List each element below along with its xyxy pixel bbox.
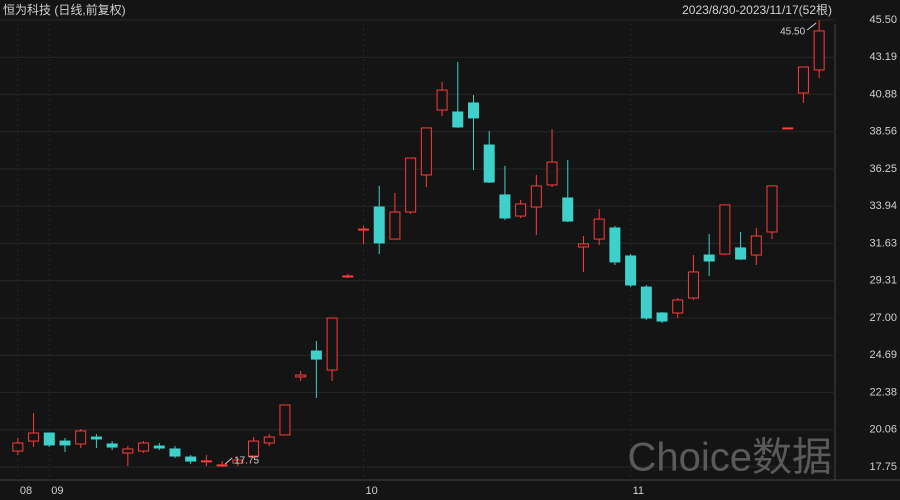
max-label: 45.50: [780, 27, 805, 38]
candle-body: [326, 317, 338, 371]
y-tick-label: 38.56: [869, 126, 897, 138]
y-tick-label: 31.63: [869, 237, 897, 249]
candle-body: [75, 430, 87, 445]
y-tick-label: 33.94: [869, 200, 897, 212]
y-tick-label: 45.50: [869, 14, 897, 26]
candle-body: [200, 460, 212, 463]
candle-body: [766, 185, 778, 233]
candle-body: [122, 448, 134, 454]
watermark: Choice数据: [627, 436, 832, 480]
candle-body: [279, 404, 291, 436]
candle-body: [467, 102, 479, 119]
candle-body: [389, 211, 401, 240]
candle-body: [735, 247, 747, 260]
candle-body: [782, 127, 794, 130]
y-tick-label: 40.88: [869, 88, 897, 100]
y-tick-label: 17.75: [869, 461, 897, 473]
candle-body: [138, 442, 150, 452]
candle-body: [310, 350, 322, 360]
candle-body: [232, 459, 244, 464]
marker-arrow: [806, 22, 817, 31]
candle-body: [169, 448, 181, 457]
candle-body: [436, 89, 448, 111]
candle-body: [90, 436, 102, 440]
candle-body: [530, 185, 542, 208]
candle-body: [373, 206, 385, 244]
marker-arrow: [224, 457, 233, 465]
x-tick-label: 09: [51, 485, 63, 497]
candle-body: [750, 235, 762, 256]
y-tick-label: 20.06: [869, 424, 897, 436]
candle-body: [687, 271, 699, 299]
x-tick-label: 10: [366, 485, 378, 497]
y-tick-label: 36.25: [869, 163, 897, 175]
candle-body: [577, 243, 589, 248]
candle-body: [593, 218, 605, 240]
candle-body: [263, 436, 275, 444]
x-tick-label: 11: [633, 485, 644, 497]
candle-body: [248, 440, 260, 457]
candle-body: [28, 432, 40, 442]
candle-body: [185, 456, 197, 462]
chart-title: 恒为科技 (日线,前复权): [3, 2, 126, 17]
candle-body: [797, 66, 809, 94]
candle-body: [546, 161, 558, 186]
candle-body: [625, 255, 637, 286]
candle-body: [483, 144, 495, 183]
candle-body: [342, 275, 354, 278]
x-tick-label: 08: [20, 485, 32, 497]
candle-body: [59, 440, 71, 446]
y-tick-label: 27.00: [869, 312, 897, 324]
candle-body: [703, 254, 715, 262]
candle-body: [672, 299, 684, 314]
range-label: 2023/8/30-2023/11/17(52根): [682, 3, 832, 17]
y-tick-label: 22.38: [869, 386, 897, 398]
candle-body: [405, 157, 417, 213]
candle-body: [358, 228, 370, 231]
candle-body: [216, 464, 228, 467]
candle-body: [813, 30, 825, 71]
candle-body: [295, 374, 307, 378]
candle-body: [106, 443, 118, 448]
candle-body: [719, 204, 731, 255]
y-tick-label: 24.69: [869, 349, 897, 361]
candle-body: [515, 203, 527, 217]
candle-body: [562, 197, 574, 222]
candle-body: [656, 312, 668, 322]
candle-body: [153, 445, 165, 449]
candle-body: [12, 442, 24, 452]
candle-body: [499, 194, 511, 219]
candle-body: [609, 227, 621, 263]
y-tick-label: 29.31: [869, 275, 897, 287]
y-tick-label: 43.19: [869, 51, 897, 63]
candle-body: [420, 127, 432, 176]
candle-body: [640, 286, 652, 319]
candle-body: [43, 432, 55, 446]
min-label: 17.75: [234, 456, 259, 467]
candle-body: [452, 111, 464, 128]
